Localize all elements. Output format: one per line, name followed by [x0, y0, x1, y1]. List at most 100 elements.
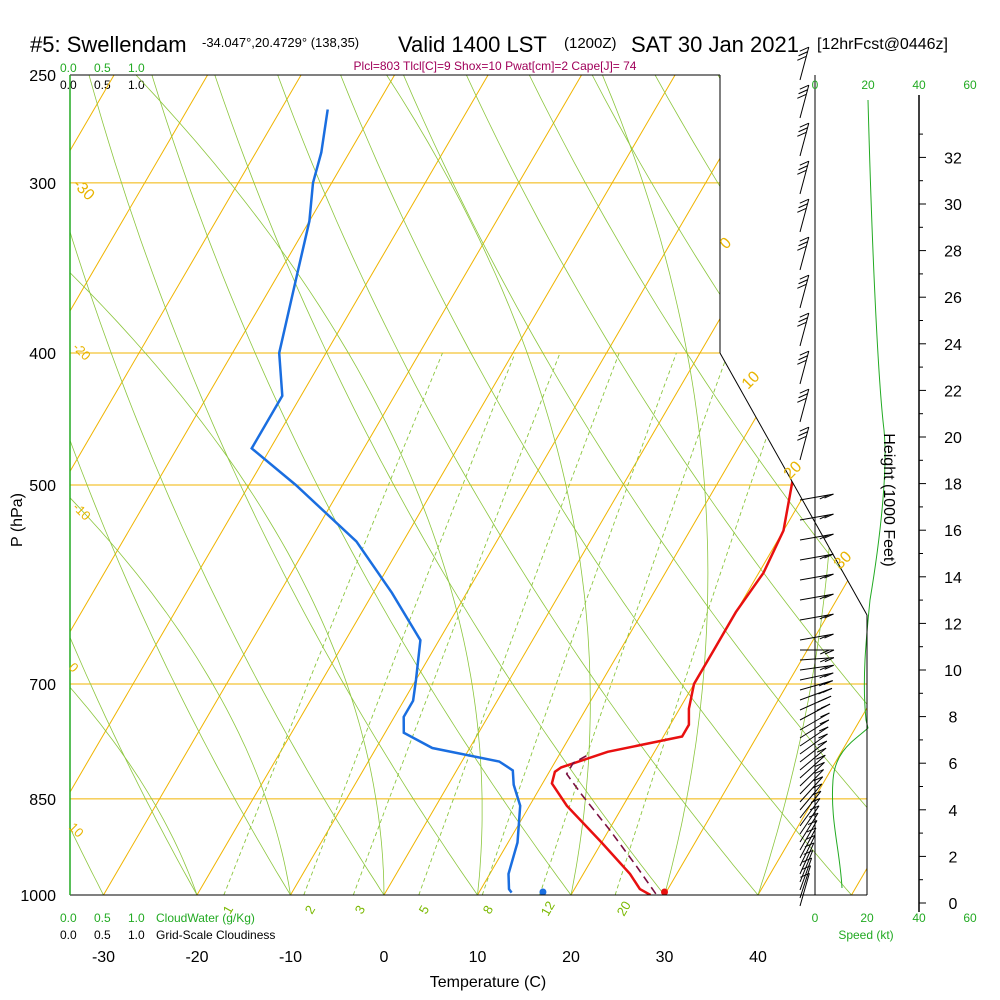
temperature-tick-40: 40	[749, 949, 767, 966]
wind-barb-flag	[824, 573, 834, 579]
dry-adiabat-40	[268, 75, 783, 895]
isotherm--70	[70, 75, 208, 895]
height-tick-10: 10	[944, 663, 962, 680]
wind-barb-flag	[799, 46, 810, 52]
wind-barb-flag	[824, 513, 834, 519]
temperature-tick-30: 30	[656, 949, 674, 966]
wind-barb-flag	[797, 397, 807, 403]
dry-adiabat-20	[144, 75, 594, 895]
mixing-ratio-3	[352, 352, 561, 895]
wind-barb-flag	[798, 89, 808, 95]
valid-time: Valid 1400 LST	[398, 32, 547, 57]
wind-barb-flag	[797, 321, 807, 327]
wind-barb-flag	[824, 553, 834, 559]
wind-barb-flag	[824, 613, 834, 619]
wind-barb-flag	[797, 283, 807, 289]
moist-adiabat-30	[591, 75, 709, 895]
wind-barb-staff	[799, 865, 811, 899]
speed-top-60: 60	[963, 78, 977, 92]
height-tick-18: 18	[944, 477, 962, 494]
wind-barb-flag	[799, 84, 810, 90]
speed-profile	[831, 99, 886, 889]
profile-parcel	[565, 754, 657, 895]
wind-barb-flag	[819, 657, 830, 663]
wind-barb-flag	[803, 850, 813, 855]
cloudiness-bottom-0: 0.0	[60, 928, 77, 942]
wind-barb-flag	[799, 274, 810, 280]
wind-barb-flag	[805, 834, 816, 840]
wind-barb-staff	[799, 769, 824, 795]
height-tick-6: 6	[949, 756, 958, 773]
temperature-tick-20: 20	[562, 949, 580, 966]
wind-barb-flag	[798, 203, 808, 209]
temperature-axis-title: Temperature (C)	[430, 974, 546, 991]
isotherm--50	[70, 75, 395, 895]
isotherm--60	[70, 75, 302, 895]
wind-barb-flag	[797, 55, 807, 61]
wind-barb-flag	[798, 165, 808, 171]
wind-barb-staff	[799, 85, 810, 119]
wind-barb-flag	[819, 574, 829, 580]
wind-barb-flag	[801, 865, 811, 871]
pressure-tick-500: 500	[29, 478, 56, 495]
wind-barb-flag	[824, 533, 834, 539]
wind-barb-staff	[799, 747, 827, 771]
wind-barb-staff	[799, 820, 818, 851]
wind-barb-staff	[799, 857, 813, 891]
wind-barb-staff	[799, 754, 826, 779]
mix-label-8: 8	[480, 903, 497, 917]
isotherm-50	[851, 75, 867, 895]
wind-barb-flag	[799, 122, 810, 128]
cloud-scale-top: 0.0 0.5 1.0 0.0 0.5 1.0	[60, 61, 145, 92]
speed-bottom-0: 0	[812, 911, 819, 925]
mixing-ratio-8	[481, 352, 677, 895]
wind-barb-flag	[804, 842, 815, 848]
speed-axis: 0 20 40 60 0 20 40 60 Speed (kt)	[812, 78, 977, 942]
cloud-bottom-0: 0.0	[60, 911, 77, 925]
mixing-ratio-20	[614, 352, 797, 895]
valid-date: SAT 30 Jan 2021	[631, 32, 799, 57]
wind-barb-staff	[799, 776, 824, 803]
speed-top-20: 20	[861, 78, 875, 92]
wind-barb-flag	[819, 534, 829, 540]
mixing-ratio-lines	[223, 352, 797, 895]
temperature-tick--30: -30	[92, 949, 115, 966]
wind-barbs	[797, 46, 835, 907]
dry-adiabat-lines	[70, 75, 867, 895]
wind-barb-flag	[813, 776, 823, 782]
wind-barb-flag	[798, 431, 808, 437]
wind-barb-flag	[797, 207, 807, 213]
wind-barb-flag	[800, 872, 810, 878]
isotherm-label-r20: 20	[781, 458, 806, 483]
height-tick-12: 12	[944, 616, 962, 633]
isotherm-label-r30: 30	[831, 548, 856, 573]
wind-barb-staff	[799, 873, 810, 907]
speed-bottom-40: 40	[912, 911, 926, 925]
wind-barb-staff	[799, 123, 810, 157]
plot-frame	[70, 74, 868, 896]
wind-barb-flag	[799, 236, 810, 242]
wind-barb-flag	[824, 649, 835, 655]
wind-barb-flag	[799, 350, 810, 356]
wind-barb-flag	[818, 689, 828, 695]
wind-barb-staff	[799, 812, 819, 843]
wind-barb-staff	[799, 313, 810, 347]
height-tick-8: 8	[949, 710, 958, 727]
height-tick-26: 26	[944, 290, 962, 307]
isotherm-40	[757, 75, 867, 895]
pressure-tick-300: 300	[29, 176, 56, 193]
wind-barb-flag	[816, 747, 827, 753]
wind-barb-flag	[808, 812, 819, 818]
mixing-ratio-labels: 1 2 3 5 8 12 20	[220, 898, 634, 918]
wind-barb-flag	[810, 798, 821, 803]
wind-barb-flag	[820, 712, 830, 718]
wind-barb-flag	[797, 435, 807, 441]
wind-barb-flag	[819, 634, 829, 640]
height-tick-20: 20	[944, 430, 962, 447]
wind-barb-staff	[799, 719, 830, 739]
wind-barb-flag	[797, 131, 807, 137]
wind-barb-flag	[818, 733, 828, 739]
wind-barb-flag	[817, 740, 827, 746]
cloud-bottom-2: 1.0	[128, 911, 145, 925]
